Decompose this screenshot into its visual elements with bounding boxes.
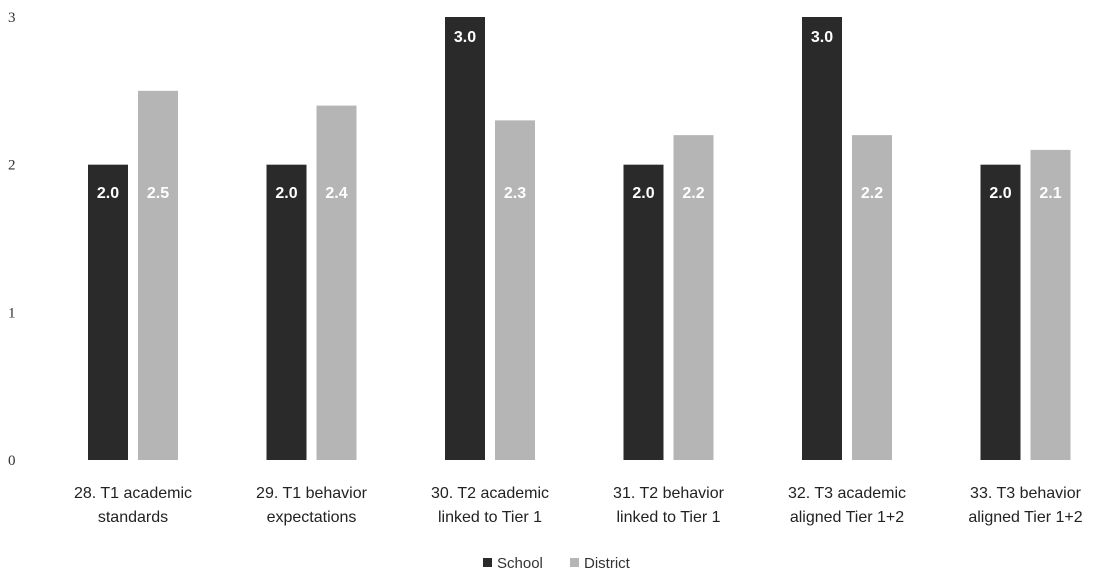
category-label: 29. T1 behavior expectations xyxy=(256,485,368,526)
data-label: 2.4 xyxy=(325,185,347,202)
data-labels: 2.0 2.5 2.0 2.4 3.0 2.3 2.0 2.2 3.0 2.2 2.0 2.1 xyxy=(97,29,1062,202)
category-label-line: linked to Tier 1 xyxy=(616,509,720,526)
school-bar xyxy=(88,164,128,460)
school-bar xyxy=(445,17,485,460)
y-tick-label: 3 xyxy=(8,10,16,26)
data-label: 2.0 xyxy=(632,185,654,202)
legend-label: District xyxy=(584,555,631,572)
category-label-line: 32. T3 academic xyxy=(788,485,906,502)
category-labels: 28. T1 academic standards 29. T1 behavior e… xyxy=(74,485,1083,526)
data-label: 2.2 xyxy=(682,185,704,202)
category-label: 32. T3 academic aligned Tier 1+2 xyxy=(788,485,906,526)
bars xyxy=(88,17,1071,460)
school-bar xyxy=(802,17,842,460)
category-label-line: 29. T1 behavior xyxy=(256,485,368,502)
y-axis-ticks: 0 1 2 3 xyxy=(8,10,16,469)
category-label-line: 30. T2 academic xyxy=(431,485,549,502)
category-label: 31. T2 behavior linked to Tier 1 xyxy=(613,485,725,526)
school-bar xyxy=(623,164,664,460)
data-label: 2.5 xyxy=(147,185,169,202)
district-bar xyxy=(1030,149,1071,460)
category-label-line: standards xyxy=(98,509,168,526)
school-bar xyxy=(266,164,307,460)
data-label: 2.2 xyxy=(861,185,883,202)
district-bar xyxy=(673,135,714,460)
data-label: 3.0 xyxy=(454,29,476,46)
district-legend-swatch xyxy=(570,558,579,567)
category-label-line: 31. T2 behavior xyxy=(613,485,725,502)
category-label-line: aligned Tier 1+2 xyxy=(968,509,1082,526)
category-label-line: 33. T3 behavior xyxy=(970,485,1082,502)
y-tick-label: 0 xyxy=(8,453,16,469)
school-legend-swatch xyxy=(483,558,492,567)
data-label: 2.0 xyxy=(989,185,1011,202)
category-label: 28. T1 academic standards xyxy=(74,485,192,526)
category-label-line: linked to Tier 1 xyxy=(438,509,542,526)
category-label-line: 28. T1 academic xyxy=(74,485,192,502)
y-tick-label: 2 xyxy=(8,158,16,174)
data-label: 2.0 xyxy=(97,185,119,202)
category-label-line: aligned Tier 1+2 xyxy=(790,509,904,526)
y-tick-label: 1 xyxy=(8,305,16,321)
district-bar xyxy=(138,90,178,460)
category-label: 33. T3 behavior aligned Tier 1+2 xyxy=(968,485,1082,526)
data-label: 2.3 xyxy=(504,185,526,202)
legend-label: School xyxy=(497,555,543,572)
category-label-line: expectations xyxy=(267,509,357,526)
district-bar xyxy=(852,135,892,460)
district-bar xyxy=(316,105,357,460)
school-bar xyxy=(980,164,1021,460)
data-label: 2.1 xyxy=(1039,185,1061,202)
district-bar xyxy=(495,120,535,460)
data-label: 3.0 xyxy=(811,29,833,46)
category-label: 30. T2 academic linked to Tier 1 xyxy=(431,485,549,526)
legend: School District xyxy=(483,555,631,572)
data-label: 2.0 xyxy=(275,185,297,202)
